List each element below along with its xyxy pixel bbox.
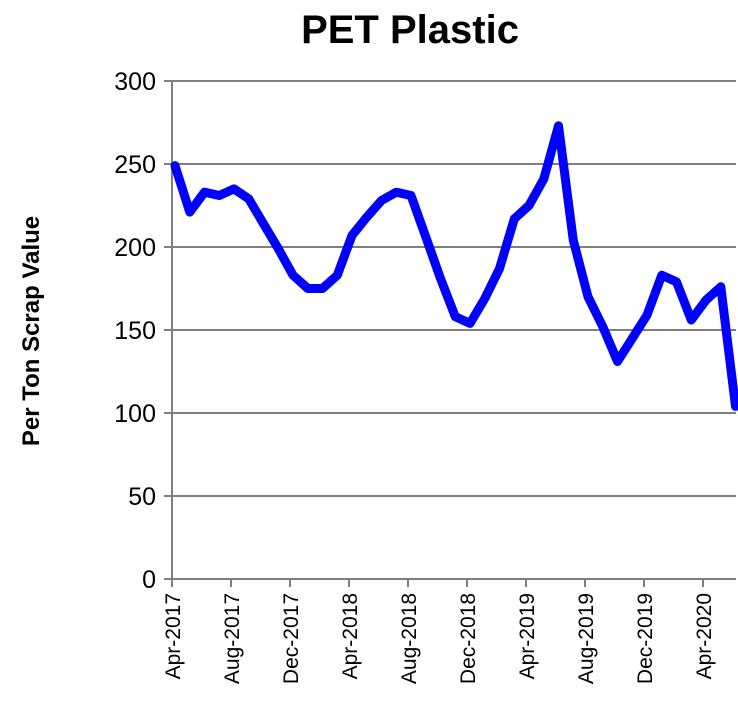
x-tick-label: Dec-2019: [634, 593, 657, 684]
y-axis-label: Per Ton Scrap Value: [18, 216, 45, 446]
chart-title: PET Plastic: [301, 8, 519, 52]
data-point: [646, 314, 648, 316]
data-point: [366, 216, 368, 218]
y-tick-label: 250: [114, 151, 156, 179]
y-tick-label: 50: [128, 483, 156, 511]
data-point: [543, 178, 545, 180]
data-point: [469, 322, 471, 324]
x-tick-label: Apr-2020: [693, 593, 716, 679]
data-point: [602, 326, 604, 328]
x-tick-label: Dec-2017: [280, 593, 303, 684]
data-point: [292, 274, 294, 276]
data-point: [617, 361, 618, 363]
data-point: [528, 205, 530, 206]
data-point: [322, 288, 323, 289]
data-point: [572, 239, 574, 241]
data-point: [189, 211, 191, 213]
data-point: [661, 274, 663, 276]
data-point: [395, 191, 397, 193]
x-axis-ticks: Apr-2017 Aug-2017 Dec-2017 Apr-2018 Aug-2018…: [162, 579, 716, 684]
data-point: [735, 405, 736, 407]
series-line: [170, 121, 738, 411]
x-tick-label: Apr-2017: [162, 593, 185, 679]
y-tick-label: 150: [114, 317, 156, 345]
data-point: [307, 288, 309, 289]
data-point: [558, 125, 559, 127]
data-point: [381, 200, 382, 202]
data-point: [204, 191, 205, 193]
data-point: [513, 218, 515, 220]
data-point: [336, 274, 338, 276]
gridlines: [172, 80, 736, 497]
data-point: [587, 296, 589, 298]
x-tick-label: Dec-2018: [457, 593, 480, 684]
data-point: [233, 188, 235, 190]
data-point: [440, 278, 441, 280]
data-point: [676, 281, 677, 283]
data-point: [631, 337, 633, 339]
data-point: [174, 165, 176, 167]
y-axis-ticks: 0 50 100 150 200 250 300: [114, 68, 172, 594]
data-point: [425, 236, 427, 238]
data-point: [705, 299, 707, 301]
data-point: [277, 248, 279, 250]
y-tick-label: 100: [114, 400, 156, 428]
data-point: [263, 223, 264, 225]
data-point: [499, 268, 500, 270]
data-point: [248, 198, 250, 200]
data-point: [484, 297, 486, 299]
series-group: [170, 121, 738, 411]
data-point: [218, 195, 220, 197]
data-point: [410, 195, 412, 197]
y-tick-label: 300: [114, 68, 156, 96]
x-tick-label: Apr-2019: [516, 593, 539, 679]
x-tick-label: Aug-2018: [398, 593, 421, 684]
x-tick-label: Aug-2017: [221, 593, 244, 684]
data-point: [454, 316, 456, 318]
data-point: [690, 319, 692, 321]
y-tick-label: 0: [142, 566, 156, 594]
data-point: [720, 286, 722, 288]
y-tick-label: 200: [114, 234, 156, 262]
data-point: [351, 234, 353, 236]
x-tick-label: Apr-2018: [339, 593, 362, 679]
x-tick-label: Aug-2019: [575, 593, 598, 684]
